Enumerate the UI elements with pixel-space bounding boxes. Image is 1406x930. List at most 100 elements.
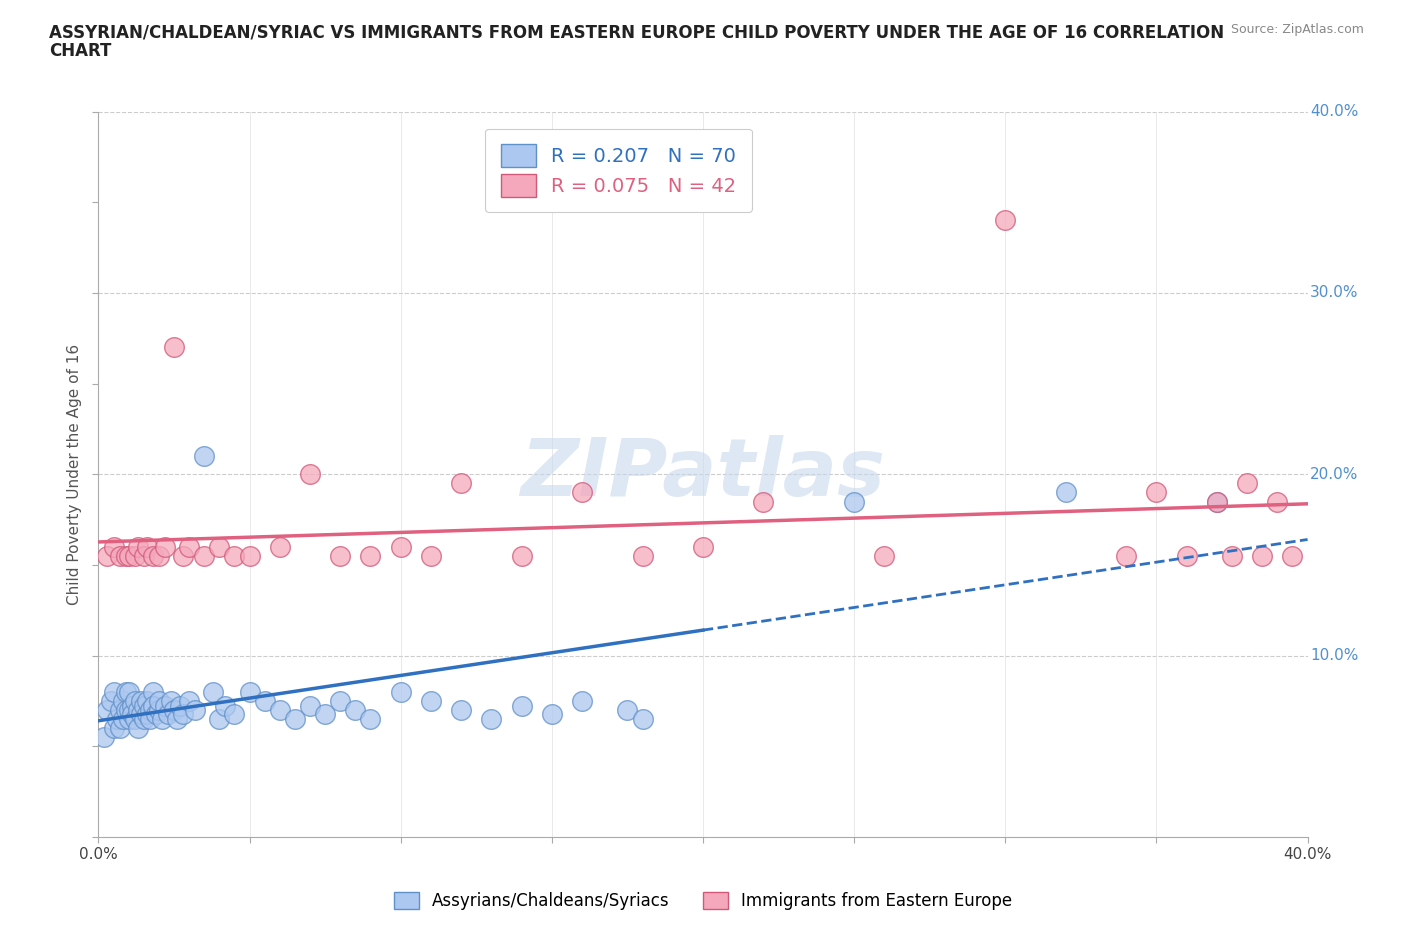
- Point: [540, 706, 562, 721]
- Point: [420, 694, 443, 709]
- Point: [132, 711, 155, 726]
- Point: [1267, 494, 1289, 509]
- Point: [135, 539, 157, 554]
- Point: [103, 684, 125, 699]
- Point: [420, 549, 443, 564]
- Point: [118, 703, 141, 718]
- Point: [179, 539, 201, 554]
- Y-axis label: Child Poverty Under the Age of 16: Child Poverty Under the Age of 16: [67, 344, 83, 604]
- Point: [114, 549, 136, 564]
- Point: [150, 711, 173, 726]
- Point: [118, 549, 141, 564]
- Text: Source: ZipAtlas.com: Source: ZipAtlas.com: [1230, 23, 1364, 36]
- Point: [108, 721, 131, 736]
- Point: [994, 213, 1017, 228]
- Point: [224, 549, 246, 564]
- Text: 40.0%: 40.0%: [1310, 104, 1358, 119]
- Point: [105, 711, 128, 726]
- Point: [389, 539, 412, 554]
- Point: [139, 711, 162, 726]
- Point: [450, 703, 472, 718]
- Point: [148, 694, 170, 709]
- Point: [389, 684, 412, 699]
- Point: [329, 694, 352, 709]
- Point: [184, 703, 207, 718]
- Text: 20.0%: 20.0%: [1310, 467, 1358, 482]
- Point: [103, 721, 125, 736]
- Point: [139, 703, 162, 718]
- Point: [124, 549, 146, 564]
- Point: [692, 539, 714, 554]
- Point: [360, 549, 382, 564]
- Point: [148, 549, 170, 564]
- Point: [631, 549, 654, 564]
- Point: [108, 703, 131, 718]
- Point: [163, 340, 186, 355]
- Point: [1054, 485, 1077, 500]
- Point: [224, 706, 246, 721]
- Text: ASSYRIAN/CHALDEAN/SYRIAC VS IMMIGRANTS FROM EASTERN EUROPE CHILD POVERTY UNDER T: ASSYRIAN/CHALDEAN/SYRIAC VS IMMIGRANTS F…: [49, 23, 1225, 41]
- Point: [616, 703, 638, 718]
- Point: [314, 706, 336, 721]
- Point: [153, 539, 176, 554]
- Point: [135, 694, 157, 709]
- Text: ZIPatlas: ZIPatlas: [520, 435, 886, 513]
- Point: [103, 539, 125, 554]
- Point: [571, 485, 593, 500]
- Point: [96, 549, 118, 564]
- Point: [93, 730, 115, 745]
- Point: [121, 699, 143, 714]
- Point: [114, 684, 136, 699]
- Point: [129, 706, 152, 721]
- Point: [1236, 476, 1258, 491]
- Point: [269, 539, 291, 554]
- Point: [299, 699, 322, 714]
- Point: [1281, 549, 1303, 564]
- Point: [510, 699, 533, 714]
- Point: [1115, 549, 1137, 564]
- Point: [118, 684, 141, 699]
- Point: [100, 694, 122, 709]
- Point: [1206, 494, 1229, 509]
- Point: [124, 711, 146, 726]
- Point: [121, 706, 143, 721]
- Point: [166, 711, 188, 726]
- Point: [571, 694, 593, 709]
- Point: [153, 699, 176, 714]
- Point: [344, 703, 367, 718]
- Point: [253, 694, 276, 709]
- Point: [239, 549, 262, 564]
- Point: [142, 684, 165, 699]
- Point: [360, 711, 382, 726]
- Point: [1144, 485, 1167, 500]
- Text: 10.0%: 10.0%: [1310, 648, 1358, 663]
- Point: [169, 699, 191, 714]
- Point: [193, 549, 215, 564]
- Point: [208, 539, 231, 554]
- Point: [132, 549, 155, 564]
- Point: [142, 549, 165, 564]
- Point: [124, 694, 146, 709]
- Point: [450, 476, 472, 491]
- Legend: R = 0.207   N = 70, R = 0.075   N = 42: R = 0.207 N = 70, R = 0.075 N = 42: [485, 128, 752, 212]
- Point: [135, 706, 157, 721]
- Point: [193, 449, 215, 464]
- Point: [118, 711, 141, 726]
- Text: CHART: CHART: [49, 42, 111, 60]
- Point: [208, 711, 231, 726]
- Point: [752, 494, 775, 509]
- Point: [127, 539, 149, 554]
- Point: [329, 549, 352, 564]
- Point: [631, 711, 654, 726]
- Point: [269, 703, 291, 718]
- Point: [108, 549, 131, 564]
- Point: [111, 711, 134, 726]
- Point: [481, 711, 503, 726]
- Point: [129, 694, 152, 709]
- Point: [214, 699, 236, 714]
- Point: [96, 703, 118, 718]
- Point: [299, 467, 322, 482]
- Point: [172, 706, 194, 721]
- Point: [163, 703, 186, 718]
- Point: [172, 549, 194, 564]
